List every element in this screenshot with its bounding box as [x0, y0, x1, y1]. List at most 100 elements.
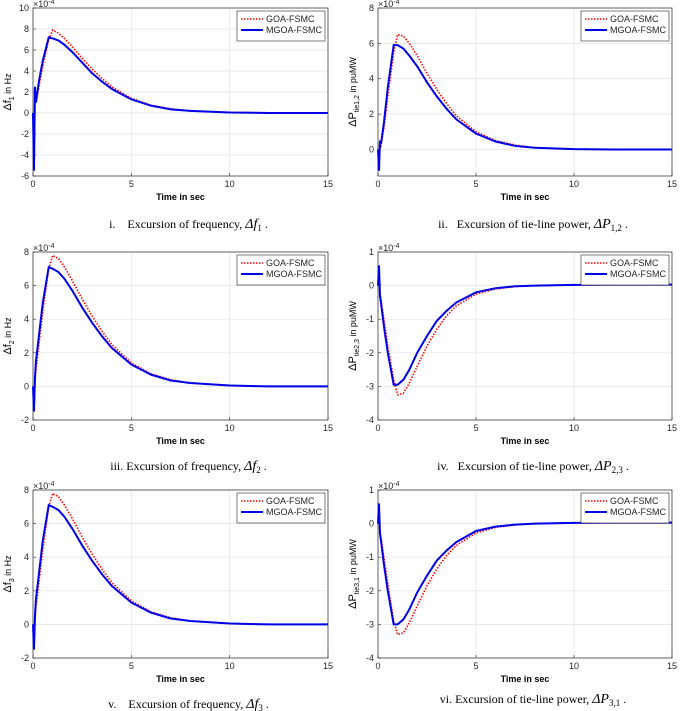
x-axis-label: Time in sec [156, 674, 205, 684]
y-scale-exp: -4 [48, 0, 54, 6]
y-scale-exp: -4 [393, 243, 399, 250]
caption-symbol: Δf [243, 459, 258, 474]
y-label-rest: in puMW [348, 539, 358, 578]
series-line [377, 44, 672, 171]
y-tick-label: -4 [366, 415, 374, 425]
legend-label: MGOA-FSMC [610, 25, 666, 35]
y-label-sub: 3 [9, 578, 16, 582]
caption-sub: 2 [256, 465, 261, 475]
y-tick-label: 4 [369, 74, 374, 84]
axes-frame [32, 7, 329, 177]
x-tick-label: 5 [473, 179, 478, 189]
x-tick-label: 10 [225, 423, 235, 433]
y-label-rest: in Hz [3, 555, 13, 579]
y-tick-label: 4 [24, 66, 29, 76]
y-tick-label: -4 [366, 653, 374, 663]
caption-suffix: . [263, 697, 269, 711]
x-tick-label: 10 [225, 661, 235, 671]
caption-sub: 1,2 [611, 223, 622, 233]
y-scale-label: ×10-4 [378, 0, 400, 9]
x-tick-label: 15 [667, 423, 677, 433]
caption-text: ii. Excursion of tie-line power, [438, 217, 594, 231]
y-scale-base: ×10 [33, 243, 48, 253]
y-tick-label: 10 [19, 3, 29, 13]
y-label-rest: in puMW [348, 301, 358, 340]
caption-text: i. Excursion of frequency, [109, 217, 245, 231]
x-tick-label: 0 [30, 423, 35, 433]
axes-frame [377, 7, 673, 177]
caption-symbol: Δf [244, 217, 259, 232]
y-label-sub: tie1,2 [354, 95, 361, 112]
y-scale-exp: -4 [393, 0, 399, 6]
y-tick-label: -1 [366, 314, 374, 324]
y-label-sub: tie2,3 [354, 339, 361, 356]
x-tick-label: 5 [129, 179, 134, 189]
caption: i. Excursion of frequency, Δf1 . [109, 217, 268, 233]
caption-text: iv. Excursion of tie-line power, [437, 459, 595, 473]
caption-suffix: . [623, 459, 629, 473]
caption-text: v. Excursion of frequency, [108, 697, 246, 711]
y-axis-label: Δf3 in Hz [2, 555, 16, 593]
y-label-sub: tie3,1 [354, 577, 361, 594]
x-axis-label: Time in sec [156, 192, 205, 202]
x-tick-label: 15 [667, 179, 677, 189]
caption-symbol: ΔP [593, 217, 611, 232]
x-tick-label: 5 [129, 423, 134, 433]
y-scale-label: ×10-4 [33, 0, 55, 9]
y-tick-label: -2 [366, 348, 374, 358]
y-tick-label: 2 [24, 586, 29, 596]
legend-label: GOA-FSMC [610, 14, 659, 24]
x-tick-label: 15 [323, 661, 333, 671]
caption-sub: 3 [258, 703, 263, 711]
x-tick-label: 0 [375, 661, 380, 671]
y-axis-label: ΔPtie3,1 in puMW [347, 539, 361, 609]
y-tick-label: 0 [24, 381, 29, 391]
y-scale-base: ×10 [378, 481, 393, 491]
y-axis-label: Δf1 in Hz [2, 73, 16, 111]
x-tick-label: 15 [323, 423, 333, 433]
x-tick-label: 15 [667, 661, 677, 671]
x-axis-label: Time in sec [501, 192, 550, 202]
y-axis-label: Δf2 in Hz [2, 317, 16, 355]
y-tick-label: 6 [369, 38, 374, 48]
y-scale-exp: -4 [393, 481, 399, 488]
y-tick-label: 1 [369, 247, 374, 257]
caption-sub: 2,3 [612, 465, 624, 475]
caption-suffix: . [261, 459, 267, 473]
y-scale-base: ×10 [378, 243, 393, 253]
x-tick-label: 5 [473, 423, 478, 433]
y-label-rest: in Hz [3, 73, 13, 97]
y-tick-label: 8 [24, 247, 29, 257]
y-scale-exp: -4 [48, 481, 54, 488]
x-tick-label: 0 [30, 179, 35, 189]
y-tick-label: 8 [24, 24, 29, 34]
caption-symbol: Δf [245, 697, 260, 711]
y-label-sub: 2 [9, 340, 16, 344]
caption: v. Excursion of frequency, Δf3 . [108, 697, 269, 711]
y-tick-label: -4 [21, 150, 29, 160]
x-tick-label: 15 [323, 179, 333, 189]
y-axis-label: ΔPtie2,3 in puMW [347, 301, 361, 371]
x-axis-label: Time in sec [156, 436, 205, 446]
axes-frame [377, 251, 673, 421]
y-tick-label: 2 [24, 87, 29, 97]
caption-suffix: . [620, 692, 626, 706]
y-tick-label: -1 [366, 552, 374, 562]
legend-label: MGOA-FSMC [610, 269, 666, 279]
legend-box [236, 10, 326, 42]
x-tick-label: 0 [375, 423, 380, 433]
y-scale-label: ×10-4 [33, 481, 55, 491]
y-scale-base: ×10 [33, 0, 48, 9]
legend-box [580, 254, 670, 286]
y-scale-base: ×10 [378, 0, 393, 9]
y-tick-label: -2 [366, 586, 374, 596]
y-label-main: Δf [2, 581, 14, 592]
legend-label: GOA-FSMC [610, 258, 659, 268]
y-axis-label: ΔPtie1,2 in puMW [347, 57, 361, 127]
y-tick-label: 4 [24, 314, 29, 324]
x-tick-label: 10 [569, 423, 579, 433]
